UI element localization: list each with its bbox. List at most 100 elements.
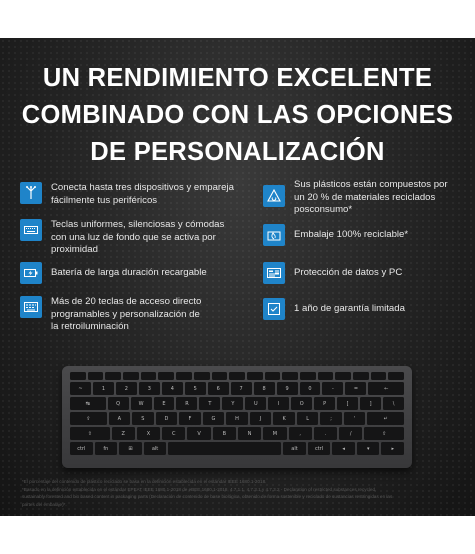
feature-text-line: posconsumo*: [294, 204, 353, 216]
feature-text-line: Batería de larga duración recargable: [51, 267, 207, 278]
key: ←: [368, 382, 405, 395]
key: [264, 372, 281, 380]
key: B: [212, 427, 236, 440]
key: [229, 372, 245, 380]
key: U: [245, 397, 267, 410]
keyboard-row: ↹ Q W E R T Y U I O P[] \: [70, 397, 405, 410]
key: 4: [161, 382, 183, 395]
feature-multi-device: Conecta hasta tres dispositivos y empare…: [20, 182, 234, 207]
feature-keys-backlight: Teclas uniformes, silenciosas y cómodas …: [20, 219, 224, 257]
key: ': [343, 412, 366, 425]
key: ⊞: [119, 442, 142, 455]
key: J: [249, 412, 272, 425]
feature-battery: Batería de larga duración recargable: [20, 262, 207, 284]
key: [140, 372, 157, 380]
key: V: [187, 427, 211, 440]
feature-text-line: un 20 % de materiales reciclados: [294, 191, 436, 203]
recycle-icon: [263, 185, 285, 207]
key: ~: [70, 382, 91, 395]
key: G: [202, 412, 225, 425]
key: [168, 442, 282, 455]
key: ,: [288, 427, 312, 440]
key: [282, 372, 298, 380]
feature-data-protection: Protección de datos y PC: [263, 262, 402, 284]
key: H: [226, 412, 248, 425]
key: S: [132, 412, 154, 425]
keyboard-image: ~1 2 3 4 5 6 7 8 9 0- = ← ↹ Q W E R T Y U I O P[] \ ⇪ A S D F G H J K L; '…: [62, 366, 412, 468]
key: fn: [94, 442, 118, 455]
key: 6: [207, 382, 229, 395]
key: I: [268, 397, 290, 410]
feature-warranty: 1 año de garantía limitada: [263, 298, 405, 320]
headline-line-1: UN RENDIMIENTO EXCELENTE: [42, 64, 433, 92]
key: ;: [320, 412, 342, 425]
key: K: [273, 412, 295, 425]
feature-packaging: Embalaje 100% reciclable*: [263, 224, 408, 246]
key: [176, 372, 192, 380]
key: N: [237, 427, 262, 440]
key: L: [296, 412, 319, 425]
feature-text-line: Sus plásticos están compuestos por: [294, 179, 448, 190]
key: ↵: [367, 412, 405, 425]
key: [: [337, 397, 359, 410]
footnote: *El porcentaje del contenido de plástico…: [22, 478, 462, 508]
hero-panel: UN RENDIMIENTO EXCELENTE COMBINADO CON L…: [0, 38, 475, 516]
key: \: [383, 397, 405, 410]
packaging-icon: [263, 224, 285, 246]
key: [70, 372, 86, 380]
feature-text-line: la retroiluminación: [51, 321, 129, 333]
key: ▸: [381, 442, 405, 455]
key: [87, 372, 104, 380]
key: R: [176, 397, 198, 410]
key: ◂: [332, 442, 355, 455]
battery-icon: [20, 262, 42, 284]
feature-text-line: fácilmente tus periféricos: [51, 194, 158, 206]
feature-text-line: 1 año de garantía limitada: [294, 303, 405, 314]
key: E: [153, 397, 175, 410]
keyboard-backlight-icon: [20, 219, 42, 241]
key: A: [108, 412, 131, 425]
key: [370, 372, 387, 380]
hotkeys-icon: [20, 296, 42, 318]
multi-device-icon: [20, 182, 42, 204]
data-protection-icon: [263, 262, 285, 284]
key: Z: [111, 427, 135, 440]
warranty-icon: [263, 298, 285, 320]
key: 3: [138, 382, 160, 395]
key: [193, 372, 210, 380]
keyboard-row: ~1 2 3 4 5 6 7 8 9 0- = ←: [70, 382, 405, 395]
key: X: [136, 427, 161, 440]
key: ↹: [70, 397, 106, 410]
key: ]: [360, 397, 382, 410]
key: [335, 372, 351, 380]
key: ⇪: [70, 412, 107, 425]
feature-recycled-plastics: Sus plásticos están compuestos por un 20…: [263, 179, 448, 217]
key: [105, 372, 122, 380]
key: 5: [184, 382, 206, 395]
key: alt: [283, 442, 306, 455]
key: P: [314, 397, 336, 410]
key: M: [263, 427, 287, 440]
key: F: [179, 412, 201, 425]
key: [388, 372, 405, 380]
keyboard-function-row: [70, 372, 405, 380]
key: Y: [222, 397, 244, 410]
key: ctrl: [70, 442, 93, 455]
key: ⇧: [364, 427, 404, 440]
key: [353, 372, 369, 380]
key: [317, 372, 334, 380]
key: ▾: [356, 442, 380, 455]
key: [211, 372, 228, 380]
key: O: [291, 397, 313, 410]
key: /: [339, 427, 363, 440]
keyboard-rows: ~1 2 3 4 5 6 7 8 9 0- = ← ↹ Q W E R T Y U I O P[] \ ⇪ A S D F G H J K L; '…: [70, 382, 405, 455]
keyboard-row: ⇪ A S D F G H J K L; ' ↵: [70, 412, 405, 425]
feature-text-line: proximidad: [51, 244, 98, 256]
feature-hotkeys: Más de 20 teclas de acceso directo progr…: [20, 296, 201, 334]
key: D: [155, 412, 178, 425]
key: W: [130, 397, 152, 410]
headline: UN RENDIMIENTO EXCELENTE COMBINADO CON L…: [0, 60, 475, 171]
key: 8: [253, 382, 275, 395]
key: 9: [276, 382, 298, 395]
key: ctrl: [307, 442, 331, 455]
